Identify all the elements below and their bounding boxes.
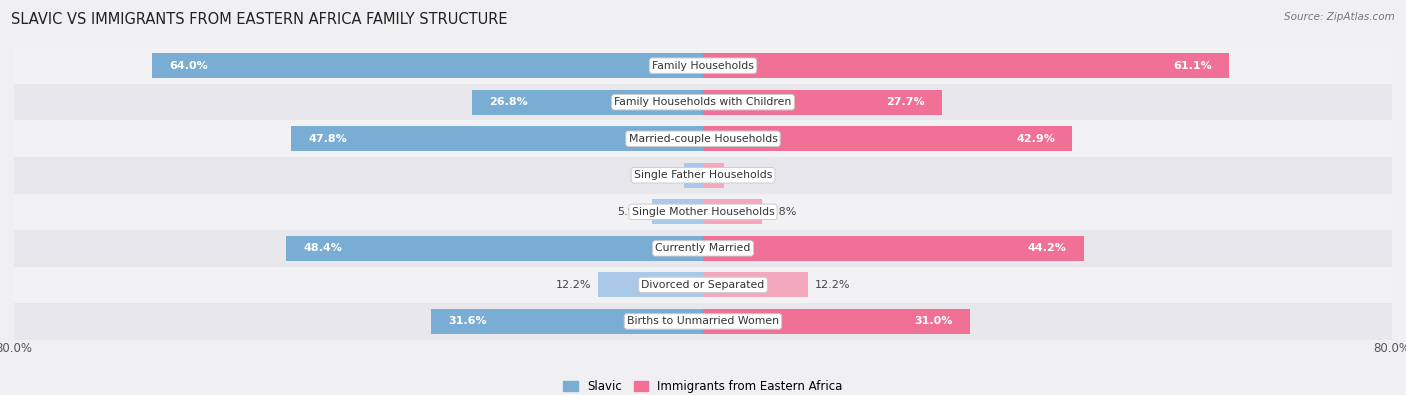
Bar — [14, 84, 1392, 120]
Text: Source: ZipAtlas.com: Source: ZipAtlas.com — [1284, 12, 1395, 22]
Bar — [14, 194, 1392, 230]
Text: Births to Unmarried Women: Births to Unmarried Women — [627, 316, 779, 326]
Bar — [152, 53, 703, 78]
Bar — [703, 236, 1084, 261]
Bar — [430, 309, 703, 334]
Bar — [703, 199, 762, 224]
Bar — [685, 163, 703, 188]
Text: 27.7%: 27.7% — [886, 97, 924, 107]
Text: 5.9%: 5.9% — [617, 207, 645, 217]
Bar — [14, 230, 1392, 267]
Text: 61.1%: 61.1% — [1173, 61, 1212, 71]
Bar — [287, 236, 703, 261]
Text: 26.8%: 26.8% — [489, 97, 529, 107]
Text: Single Mother Households: Single Mother Households — [631, 207, 775, 217]
Text: 44.2%: 44.2% — [1028, 243, 1066, 253]
Bar — [703, 126, 1073, 151]
Bar — [703, 309, 970, 334]
Bar — [14, 120, 1392, 157]
Text: Family Households with Children: Family Households with Children — [614, 97, 792, 107]
Legend: Slavic, Immigrants from Eastern Africa: Slavic, Immigrants from Eastern Africa — [558, 376, 848, 395]
Bar — [703, 273, 808, 297]
Text: Married-couple Households: Married-couple Households — [628, 134, 778, 144]
Text: 2.4%: 2.4% — [731, 170, 759, 180]
Text: Single Father Households: Single Father Households — [634, 170, 772, 180]
Text: 64.0%: 64.0% — [169, 61, 208, 71]
Bar — [14, 157, 1392, 194]
Text: 48.4%: 48.4% — [304, 243, 342, 253]
Text: Currently Married: Currently Married — [655, 243, 751, 253]
Bar — [291, 126, 703, 151]
Bar — [14, 303, 1392, 340]
Bar — [598, 273, 703, 297]
Bar — [703, 90, 942, 115]
Text: 31.6%: 31.6% — [449, 316, 486, 326]
Text: 31.0%: 31.0% — [914, 316, 953, 326]
Text: 12.2%: 12.2% — [815, 280, 851, 290]
Text: 42.9%: 42.9% — [1017, 134, 1056, 144]
Text: 2.2%: 2.2% — [648, 170, 678, 180]
Bar — [652, 199, 703, 224]
Bar — [14, 47, 1392, 84]
Bar — [472, 90, 703, 115]
Bar — [703, 53, 1229, 78]
Text: Divorced or Separated: Divorced or Separated — [641, 280, 765, 290]
Bar — [14, 267, 1392, 303]
Bar — [703, 163, 724, 188]
Text: Family Households: Family Households — [652, 61, 754, 71]
Text: 12.2%: 12.2% — [555, 280, 591, 290]
Text: SLAVIC VS IMMIGRANTS FROM EASTERN AFRICA FAMILY STRUCTURE: SLAVIC VS IMMIGRANTS FROM EASTERN AFRICA… — [11, 12, 508, 27]
Text: 47.8%: 47.8% — [308, 134, 347, 144]
Text: 6.8%: 6.8% — [769, 207, 797, 217]
